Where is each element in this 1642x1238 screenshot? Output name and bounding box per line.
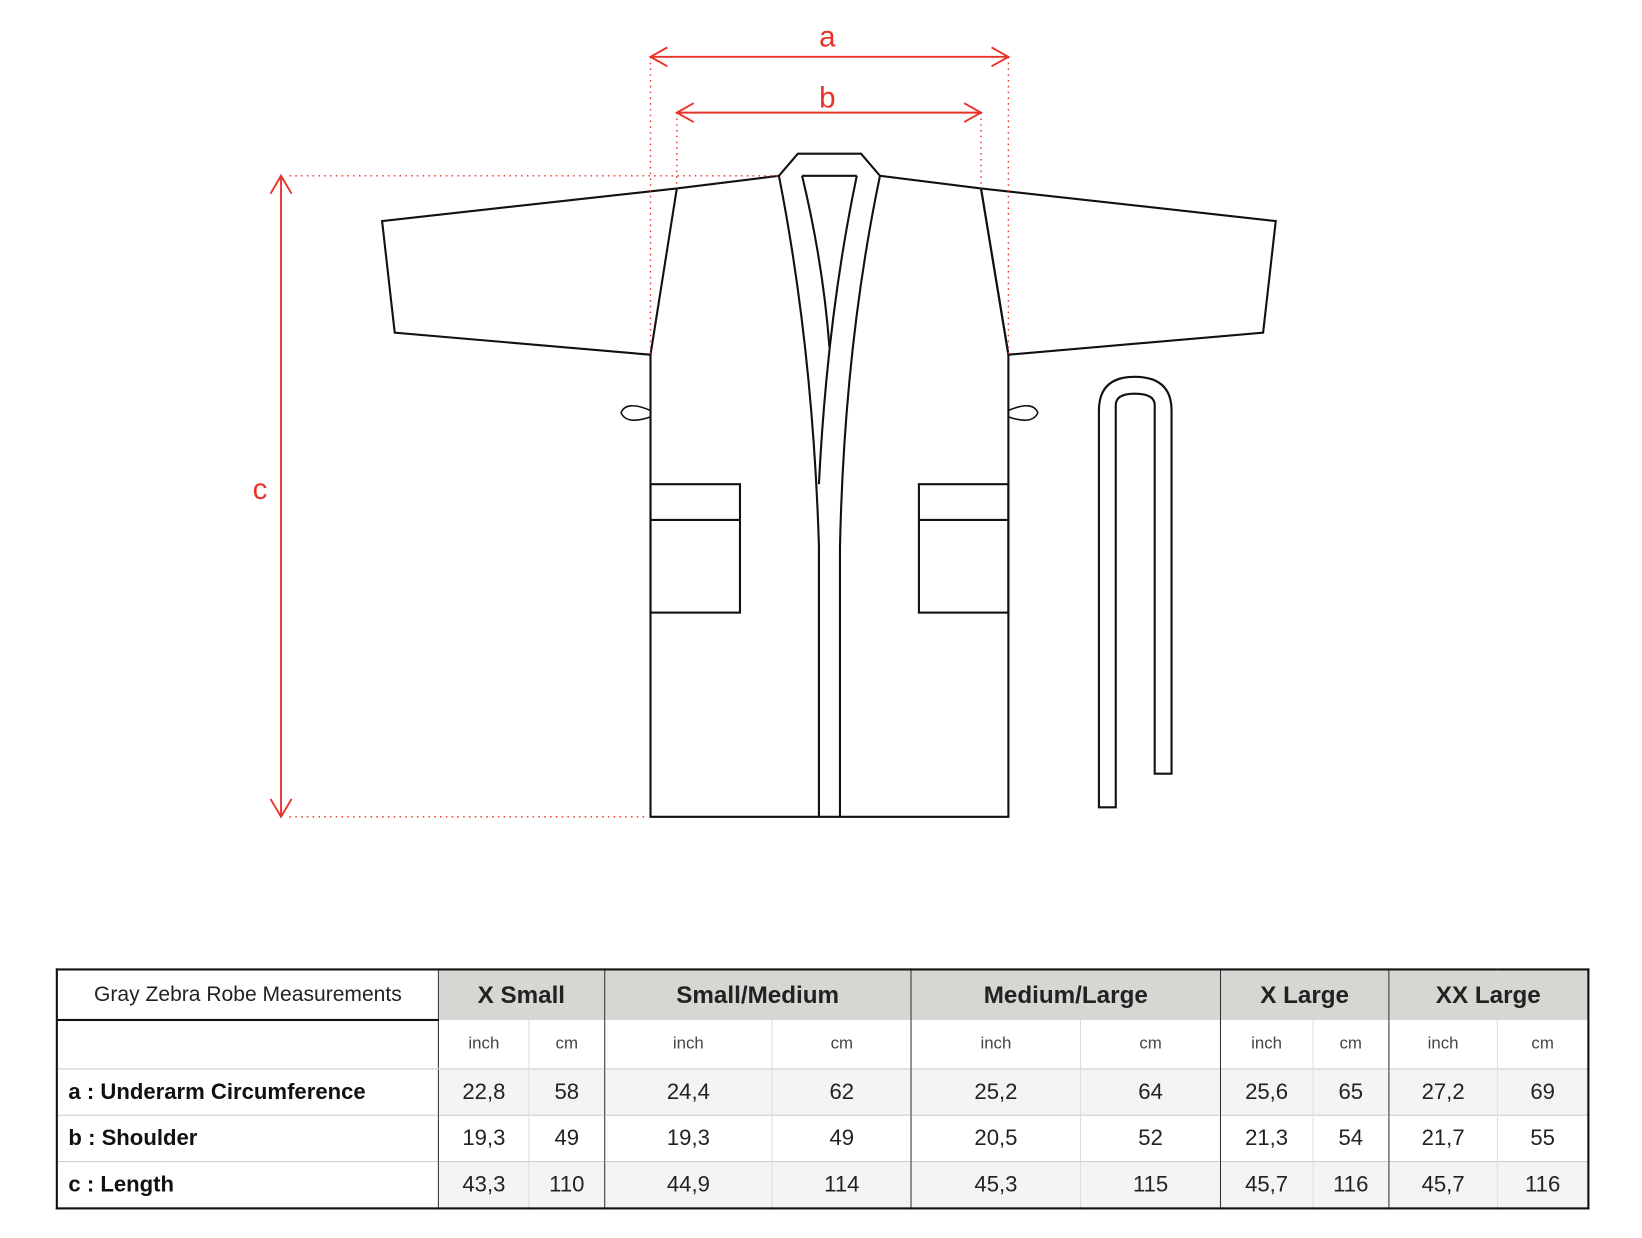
cell: 27,2 (1388, 1068, 1498, 1116)
size-header: X Large (1219, 969, 1389, 1020)
cell: 45,3 (910, 1161, 1081, 1209)
unit-header: cm (1312, 1019, 1389, 1069)
row-label: c : Length (56, 1161, 439, 1209)
cell: 25,6 (1219, 1068, 1313, 1116)
unit-header: inch (437, 1019, 530, 1069)
unit-header: cm (1080, 1019, 1221, 1069)
robe-outline (380, 152, 1277, 818)
guide-lines (289, 56, 1010, 818)
table-title: Gray Zebra Robe Measurements (56, 969, 439, 1022)
cell: 114 (771, 1161, 912, 1209)
cell: 110 (528, 1161, 605, 1209)
right-pocket (917, 483, 1010, 614)
cell: 21,3 (1219, 1114, 1313, 1162)
unit-header: inch (910, 1019, 1081, 1069)
cell: 45,7 (1219, 1161, 1313, 1209)
cell: 49 (528, 1114, 605, 1162)
label-c: c (253, 473, 268, 506)
empty-cell (56, 1019, 439, 1070)
cell: 52 (1080, 1114, 1221, 1162)
size-header: Small/Medium (603, 969, 912, 1020)
size-header-row: Gray Zebra Robe Measurements X Small Sma… (56, 969, 1589, 1022)
cell: 62 (771, 1068, 912, 1116)
table-row: a : Underarm Circumference 22,8 58 24,4 62… (56, 1068, 1589, 1116)
size-header: Medium/Large (910, 969, 1221, 1020)
left-sleeve (380, 187, 678, 356)
cell: 49 (771, 1114, 912, 1162)
left-belt-loop (620, 404, 651, 421)
right-lapel-outer (838, 175, 882, 817)
right-sleeve (979, 187, 1277, 356)
robe-diagram: a b c (253, 20, 1277, 819)
left-lapel-outer (777, 175, 820, 817)
cell: 64 (1080, 1068, 1221, 1116)
cell: 44,9 (603, 1161, 773, 1209)
unit-header: inch (1219, 1019, 1313, 1069)
unit-header: cm (771, 1019, 912, 1069)
unit-header: cm (528, 1019, 605, 1069)
cell: 24,4 (603, 1068, 773, 1116)
cell: 45,7 (1388, 1161, 1498, 1209)
size-header: X Small (437, 969, 605, 1020)
unit-header: inch (603, 1019, 773, 1069)
belt (1097, 375, 1173, 809)
row-label: a : Underarm Circumference (56, 1068, 439, 1116)
unit-header: cm (1496, 1019, 1589, 1069)
cell: 22,8 (437, 1068, 530, 1116)
cell: 25,2 (910, 1068, 1081, 1116)
cell: 58 (528, 1068, 605, 1116)
unit-header: inch (1388, 1019, 1498, 1069)
cell: 21,7 (1388, 1114, 1498, 1162)
body (649, 152, 1010, 818)
cell: 116 (1496, 1161, 1589, 1209)
cell: 19,3 (437, 1114, 530, 1162)
cell: 19,3 (603, 1114, 773, 1162)
row-label: b : Shoulder (56, 1114, 439, 1162)
table-row: c : Length 43,3 110 44,9 114 45,3 115 45,7 1… (56, 1161, 1589, 1209)
label-a: a (819, 20, 836, 53)
right-lapel-inner (817, 175, 858, 485)
cell: 65 (1312, 1068, 1389, 1116)
cell: 54 (1312, 1114, 1389, 1162)
unit-row: inch cm inch cm inch cm inch cm inch cm (56, 1019, 1589, 1070)
measurements-table: Gray Zebra Robe Measurements X Small Sma… (55, 968, 1590, 1210)
cell: 115 (1080, 1161, 1221, 1209)
cell: 43,3 (437, 1161, 530, 1209)
table-row: b : Shoulder 19,3 49 19,3 49 20,5 52 21,3 54… (56, 1114, 1589, 1162)
left-pocket (649, 483, 742, 614)
cell: 20,5 (910, 1114, 1081, 1162)
cell: 69 (1496, 1068, 1589, 1116)
left-lapel-inner (801, 175, 831, 348)
label-b: b (819, 81, 835, 114)
right-belt-loop (1008, 404, 1039, 421)
cell: 116 (1312, 1161, 1389, 1209)
cell: 55 (1496, 1114, 1589, 1162)
dimension-arrows (269, 46, 1011, 819)
size-header: XX Large (1388, 969, 1589, 1020)
